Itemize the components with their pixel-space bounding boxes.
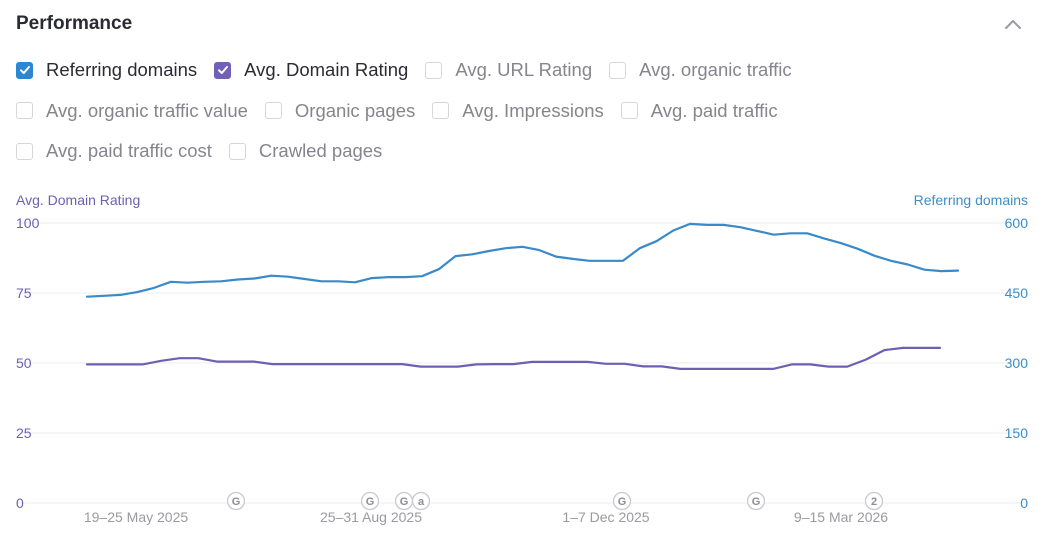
annotation-circle bbox=[864, 491, 884, 511]
checkbox-organic-pages[interactable] bbox=[264, 102, 282, 119]
annotation-marker[interactable]: G bbox=[612, 491, 632, 511]
section-title: Performance bbox=[16, 13, 133, 34]
right-tick-label: 300 bbox=[1005, 355, 1029, 371]
toggle-label: Crawled pages bbox=[258, 140, 383, 161]
toggle-avg-organic-traffic[interactable]: Avg. organic traffic bbox=[609, 59, 792, 81]
toggle-crawled-pages[interactable]: Crawled pages bbox=[228, 140, 383, 162]
checkmark-icon bbox=[19, 66, 30, 74]
checkbox-avg-paid-traffic[interactable] bbox=[620, 102, 638, 119]
annotation-circle bbox=[226, 491, 246, 511]
x-tick-label: 25–31 Aug 2025 bbox=[320, 509, 422, 525]
annotation-label: a bbox=[418, 496, 425, 508]
annotation-label: G bbox=[752, 496, 761, 508]
annotation-marker[interactable]: a bbox=[411, 491, 431, 511]
right-tick-label: 0 bbox=[1020, 495, 1028, 511]
x-tick-label: 19–25 May 2025 bbox=[84, 509, 189, 525]
annotation-circle bbox=[746, 491, 766, 511]
toggle-avg-organic-traffic-value[interactable]: Avg. organic traffic value bbox=[16, 100, 248, 122]
annotation-marker[interactable]: G bbox=[360, 491, 380, 511]
toggle-label: Avg. Domain Rating bbox=[244, 59, 409, 80]
toggle-label: Avg. Impressions bbox=[462, 99, 604, 121]
toggle-referring-domains[interactable]: Referring domains bbox=[16, 59, 197, 81]
toggle-row: Avg. organic traffic value Organic pages A… bbox=[16, 97, 1026, 125]
right-axis-title: Referring domains bbox=[913, 192, 1028, 208]
checkbox-referring-domains[interactable] bbox=[16, 61, 33, 79]
toggle-label: Avg. URL Rating bbox=[455, 59, 593, 80]
x-tick-label: 1–7 Dec 2025 bbox=[562, 509, 649, 525]
performance-chart[interactable]: 0 25 50 75 100 0 150 300 450 600 19–25 May 2025 25–… bbox=[0, 215, 1044, 540]
collapse-chevron-icon[interactable] bbox=[1002, 14, 1024, 36]
toggle-label: Avg. paid traffic bbox=[650, 99, 778, 121]
toggle-avg-impressions[interactable]: Avg. Impressions bbox=[432, 100, 604, 122]
annotation-label: G bbox=[400, 496, 409, 508]
checkbox-avg-impressions[interactable] bbox=[432, 102, 450, 119]
annotation-label: 2 bbox=[871, 496, 877, 508]
left-tick-label: 50 bbox=[16, 355, 32, 371]
checkbox-avg-paid-traffic-cost[interactable] bbox=[16, 142, 33, 160]
annotation-label: G bbox=[366, 496, 375, 508]
toggle-label: Avg. organic traffic bbox=[639, 59, 792, 80]
toggle-avg-domain-rating[interactable]: Avg. Domain Rating bbox=[214, 59, 408, 81]
left-tick-label: 75 bbox=[16, 285, 32, 301]
toggle-avg-url-rating[interactable]: Avg. URL Rating bbox=[425, 59, 592, 81]
checkbox-crawled-pages[interactable] bbox=[228, 142, 246, 160]
left-tick-label: 0 bbox=[16, 495, 24, 511]
right-tick-label: 450 bbox=[1005, 285, 1029, 301]
performance-header: Performance bbox=[16, 10, 1028, 40]
left-tick-label: 100 bbox=[16, 215, 40, 231]
checkbox-avg-organic-traffic-value[interactable] bbox=[16, 102, 33, 119]
toggle-row: Referring domains Avg. Domain Rating Avg. … bbox=[16, 56, 1026, 84]
x-tick-label: 9–15 Mar 2026 bbox=[794, 509, 888, 525]
checkbox-avg-url-rating[interactable] bbox=[425, 61, 443, 79]
right-tick-label: 600 bbox=[1005, 215, 1029, 231]
checkmark-icon bbox=[217, 66, 228, 74]
toggle-label: Referring domains bbox=[46, 59, 198, 80]
annotation-label: G bbox=[232, 496, 241, 508]
toggle-label: Avg. organic traffic value bbox=[46, 99, 248, 121]
toggle-label: Avg. paid traffic cost bbox=[46, 140, 212, 161]
toggle-avg-paid-traffic[interactable]: Avg. paid traffic bbox=[620, 99, 778, 122]
annotation-circle bbox=[612, 491, 632, 511]
checkbox-avg-organic-traffic[interactable] bbox=[609, 61, 627, 79]
toggle-label: Organic pages bbox=[294, 99, 416, 121]
left-axis-title: Avg. Domain Rating bbox=[16, 192, 141, 208]
annotation-marker[interactable]: G bbox=[394, 491, 414, 511]
series-line-referring-domains[interactable] bbox=[85, 222, 960, 298]
toggle-organic-pages[interactable]: Organic pages bbox=[264, 99, 416, 122]
annotation-marker[interactable]: G bbox=[226, 491, 246, 511]
toggle-avg-paid-traffic-cost[interactable]: Avg. paid traffic cost bbox=[16, 140, 212, 162]
annotation-marker[interactable]: 2 bbox=[864, 491, 884, 511]
annotation-label: G bbox=[618, 496, 627, 508]
right-tick-label: 150 bbox=[1005, 425, 1029, 441]
annotation-circle bbox=[360, 491, 380, 511]
toggle-row: Avg. paid traffic cost Crawled pages bbox=[16, 137, 1026, 165]
annotation-circle bbox=[411, 491, 431, 511]
annotation-marker[interactable]: G bbox=[746, 491, 766, 511]
series-line-domain-rating[interactable] bbox=[85, 346, 942, 370]
metric-toggles: Referring domains Avg. Domain Rating Avg. … bbox=[16, 56, 1026, 178]
checkbox-avg-domain-rating[interactable] bbox=[214, 61, 232, 79]
left-tick-label: 25 bbox=[16, 425, 32, 441]
